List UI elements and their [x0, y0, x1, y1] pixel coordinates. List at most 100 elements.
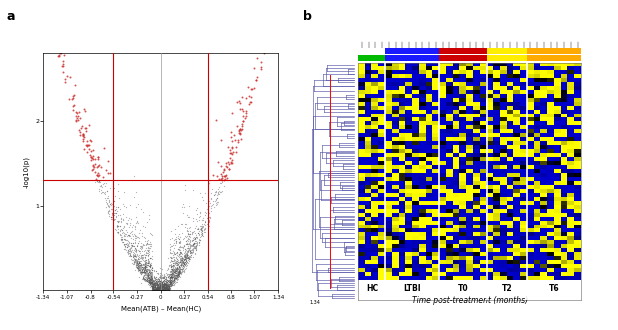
Point [137, 256, 147, 261]
Point [177, 269, 187, 275]
Point [147, 284, 157, 290]
Point [151, 274, 161, 280]
Point [230, 137, 240, 142]
Point [145, 276, 154, 281]
Point [183, 249, 193, 255]
Point [140, 264, 150, 270]
Point [162, 285, 172, 290]
Point [153, 288, 163, 293]
Point [166, 275, 176, 280]
Point [150, 288, 159, 293]
Point [216, 164, 226, 169]
Point [155, 274, 165, 280]
Point [150, 288, 160, 293]
Point [232, 100, 242, 105]
Point [142, 243, 151, 248]
Point [269, 38, 279, 44]
Point [266, 40, 276, 45]
Point [157, 285, 167, 291]
Point [140, 265, 150, 271]
Point [100, 195, 110, 200]
Point [138, 266, 148, 271]
Point [171, 255, 181, 260]
Point [167, 273, 177, 279]
Point [154, 288, 164, 293]
Point [125, 248, 135, 253]
Point [147, 288, 157, 293]
Point [150, 288, 160, 293]
Point [162, 285, 172, 291]
Point [146, 278, 156, 283]
Point [141, 252, 151, 257]
Point [157, 286, 167, 291]
Point [151, 281, 161, 286]
Point [94, 178, 104, 183]
Point [163, 286, 172, 291]
Point [183, 215, 193, 220]
Point [147, 283, 157, 289]
Point [185, 241, 195, 247]
Point [159, 281, 169, 287]
Point [187, 248, 197, 253]
Point [150, 283, 159, 289]
Point [146, 279, 156, 284]
Point [166, 273, 176, 279]
Point [121, 237, 130, 242]
Point [143, 267, 153, 272]
Point [159, 281, 169, 286]
Point [180, 253, 190, 259]
Point [174, 261, 184, 266]
Point [183, 248, 193, 253]
Point [159, 287, 169, 292]
Point [150, 286, 160, 291]
Point [151, 278, 161, 283]
Point [143, 253, 153, 258]
Point [150, 282, 160, 287]
Point [167, 276, 177, 281]
Point [154, 284, 164, 290]
Point [145, 270, 154, 275]
Point [163, 280, 172, 286]
Point [185, 231, 195, 237]
Point [132, 263, 142, 268]
Point [156, 278, 166, 283]
Point [177, 259, 187, 265]
Point [174, 273, 184, 279]
Point [172, 270, 182, 275]
Point [159, 275, 169, 280]
Point [130, 257, 140, 262]
Point [144, 245, 154, 250]
Point [161, 288, 171, 293]
Point [183, 248, 193, 254]
Point [153, 286, 163, 291]
Point [174, 270, 184, 275]
Point [156, 288, 166, 293]
Point [157, 288, 167, 293]
Point [54, 52, 64, 58]
Point [149, 276, 159, 281]
Point [171, 239, 181, 245]
Point [81, 142, 91, 147]
Point [134, 268, 144, 273]
Point [171, 250, 181, 256]
Point [148, 286, 158, 292]
Point [150, 288, 160, 293]
Point [167, 263, 177, 268]
Point [172, 269, 182, 275]
Point [169, 258, 179, 264]
Point [164, 287, 174, 292]
Point [144, 259, 154, 264]
Point [153, 286, 163, 291]
Point [122, 244, 132, 249]
Point [132, 259, 142, 264]
Point [133, 264, 143, 270]
Point [273, 40, 283, 46]
Point [153, 282, 163, 288]
Point [156, 283, 166, 288]
Point [177, 254, 187, 259]
Point [144, 278, 154, 283]
Point [94, 187, 104, 192]
Point [185, 249, 195, 254]
Point [152, 288, 162, 293]
Point [118, 240, 128, 245]
